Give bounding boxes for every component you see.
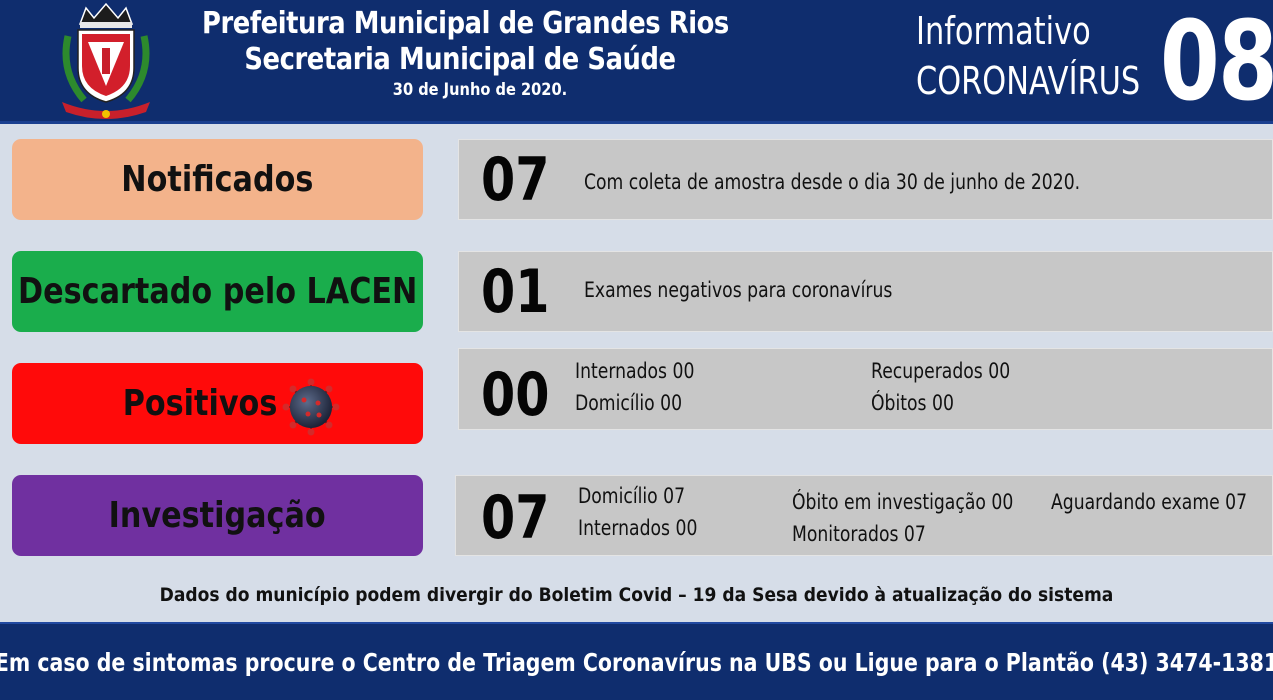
investigacao-label-box: Investigação <box>12 475 423 556</box>
footer-banner: Em caso de sintomas procure o Centro de … <box>0 622 1273 700</box>
positivos-obitos: Óbitos 00 <box>871 391 954 415</box>
informativo-block: Informativo CORONAVÍRUS <box>916 6 1196 106</box>
notificados-panel: 07 Com coleta de amostra desde o dia 30 … <box>458 139 1273 220</box>
positivos-panel: 00 Internados 00 Domicílio 00 Recuperado… <box>458 348 1273 430</box>
notificados-label-box: Notificados <box>12 139 423 220</box>
investigacao-domicilio: Domicílio 07 <box>578 484 686 508</box>
investigacao-monitorados: Monitorados 07 <box>792 522 926 546</box>
municipality-title: Prefeitura Municipal de Grandes Rios <box>202 6 729 41</box>
descartado-panel: 01 Exames negativos para coronavírus <box>458 251 1273 332</box>
notificados-note: Com coleta de amostra desde o dia 30 de … <box>584 170 1081 194</box>
notificados-label: Notificados <box>121 159 314 200</box>
edition-number: 08 <box>1160 0 1273 125</box>
positivos-internados: Internados 00 <box>575 359 695 383</box>
notificados-count: 07 <box>481 145 550 215</box>
investigacao-obito: Óbito em investigação 00 <box>792 490 1014 514</box>
header-banner: Prefeitura Municipal de Grandes Rios Sec… <box>0 0 1273 124</box>
investigacao-label: Investigação <box>109 495 326 536</box>
disclaimer-text: Dados do município podem divergir do Bol… <box>159 584 1114 606</box>
positivos-domicilio: Domicílio 00 <box>575 391 683 415</box>
descartado-label-box: Descartado pelo LACEN <box>12 251 423 332</box>
bulletin-date: 30 de Junho de 2020. <box>392 80 568 100</box>
municipal-coat-of-arms-icon <box>62 2 150 119</box>
positivos-label-box: Positivos <box>12 363 423 444</box>
descartado-label: Descartado pelo LACEN <box>17 271 418 312</box>
investigacao-aguardando: Aguardando exame 07 <box>1051 490 1248 514</box>
footer-contact-text: Em caso de sintomas procure o Centro de … <box>0 647 1273 677</box>
header-titles: Prefeitura Municipal de Grandes Rios Sec… <box>160 6 760 102</box>
coronavirus-icon <box>282 378 340 436</box>
positivos-label: Positivos <box>122 383 278 424</box>
descartado-count: 01 <box>481 257 550 327</box>
investigacao-panel: 07 Domicílio 07 Internados 00 Óbito em i… <box>455 475 1273 556</box>
descartado-note: Exames negativos para coronavírus <box>584 278 893 302</box>
investigacao-internados: Internados 00 <box>578 516 698 540</box>
positivos-recuperados: Recuperados 00 <box>871 359 1011 383</box>
positivos-count: 00 <box>481 360 550 430</box>
informativo-label: Informativo <box>916 9 1091 53</box>
coronavirus-label: CORONAVÍRUS <box>916 59 1141 103</box>
investigacao-count: 07 <box>481 483 550 553</box>
secretariat-title: Secretaria Municipal de Saúde <box>244 42 676 77</box>
